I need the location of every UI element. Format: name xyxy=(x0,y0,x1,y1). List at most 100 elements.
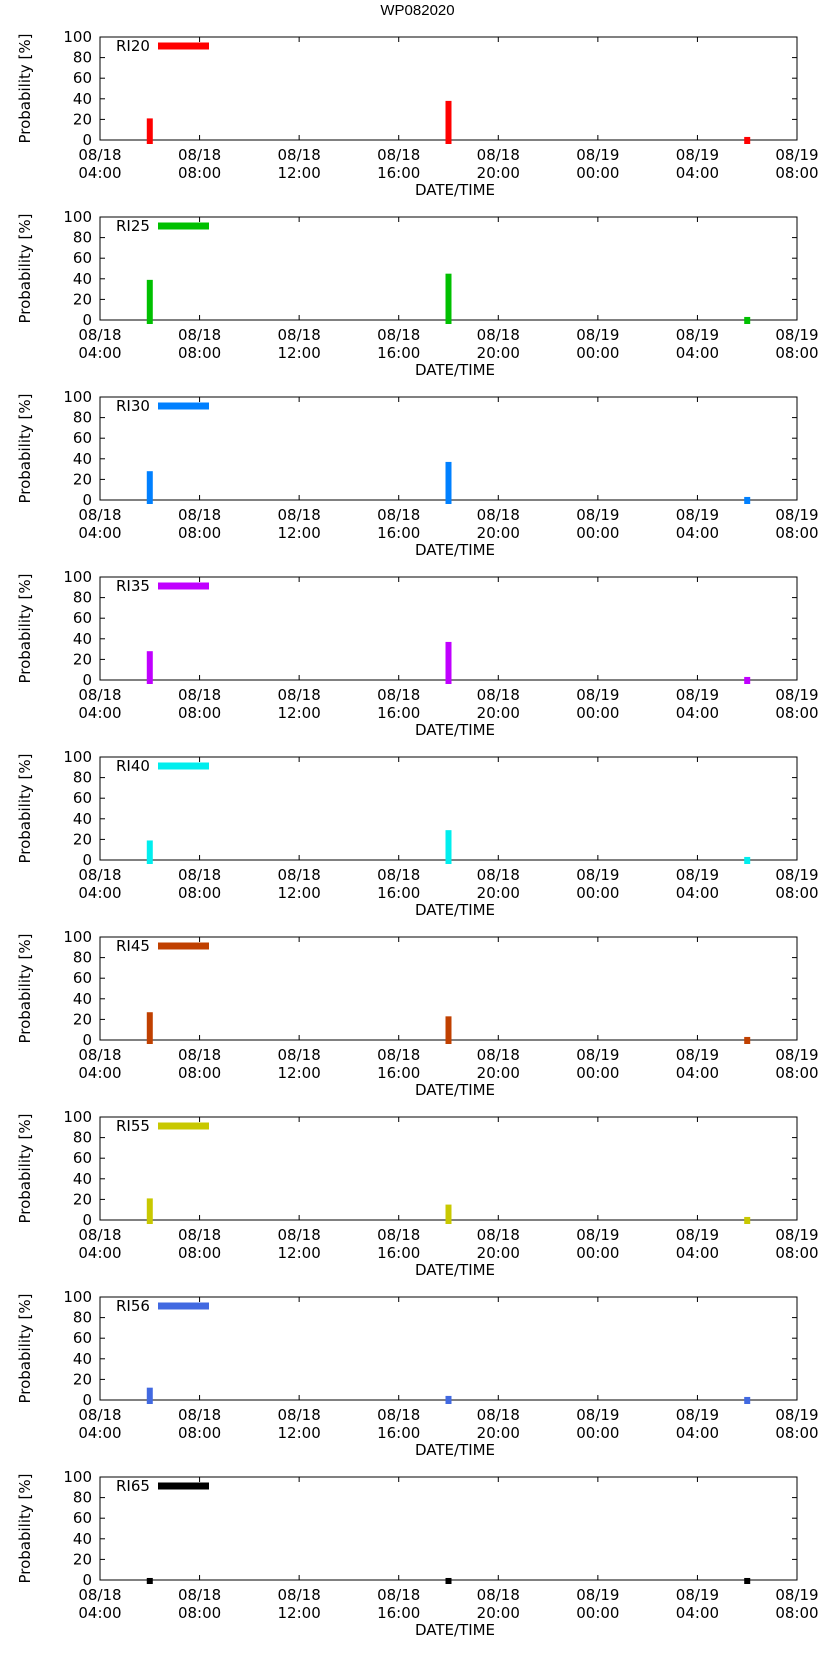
x-tick-label: 20:00 xyxy=(477,164,520,182)
x-tick-label: 08/19 xyxy=(576,506,619,524)
y-axis-label: Probability [%] xyxy=(16,573,34,683)
x-tick-label: 08/18 xyxy=(477,506,520,524)
x-tick-label: 12:00 xyxy=(278,1244,321,1262)
x-tick-label: 08/18 xyxy=(477,866,520,884)
x-tick-label: 08:00 xyxy=(178,344,221,362)
x-tick-label: 08:00 xyxy=(178,1244,221,1262)
legend-label: RI20 xyxy=(116,37,150,55)
x-tick-label: 08/18 xyxy=(178,1046,221,1064)
x-tick-label: 00:00 xyxy=(576,1244,619,1262)
x-tick-label: 08/18 xyxy=(278,1226,321,1244)
x-tick-label: 12:00 xyxy=(278,1424,321,1442)
legend-label: RI35 xyxy=(116,577,150,595)
x-tick-label: 08/18 xyxy=(278,1046,321,1064)
y-tick-label: 40 xyxy=(73,90,92,108)
x-tick-label: 08:00 xyxy=(775,524,818,542)
bar xyxy=(146,1012,153,1044)
y-tick-label: 80 xyxy=(73,589,92,607)
panel-ri35: 02040608010008/1804:0008/1808:0008/1812:… xyxy=(16,568,819,739)
legend-label: RI56 xyxy=(116,1297,150,1315)
x-tick-label: 08/18 xyxy=(278,146,321,164)
y-tick-label: 20 xyxy=(73,1010,92,1028)
plot-frame xyxy=(99,1476,798,1581)
x-tick-label: 08/18 xyxy=(377,866,420,884)
x-tick-label: 04:00 xyxy=(78,884,121,902)
x-axis-label: DATE/TIME xyxy=(415,721,495,739)
bar xyxy=(445,1577,452,1584)
bar xyxy=(744,1036,751,1044)
y-tick-label: 80 xyxy=(73,409,92,427)
x-axis-label: DATE/TIME xyxy=(415,901,495,919)
x-tick-label: 08/19 xyxy=(676,1226,719,1244)
x-tick-label: 08/18 xyxy=(377,1586,420,1604)
x-tick-label: 08/19 xyxy=(775,686,818,704)
y-tick-label: 60 xyxy=(73,69,92,87)
panel-ri45: 02040608010008/1804:0008/1808:0008/1812:… xyxy=(16,928,819,1099)
x-tick-label: 08/19 xyxy=(775,1046,818,1064)
y-tick-label: 80 xyxy=(73,1309,92,1327)
y-tick-label: 40 xyxy=(73,630,92,648)
x-tick-label: 16:00 xyxy=(377,1604,420,1622)
x-tick-label: 12:00 xyxy=(278,344,321,362)
y-tick-label: 0 xyxy=(82,311,92,329)
x-axis-label: DATE/TIME xyxy=(415,181,495,199)
y-tick-label: 60 xyxy=(73,1509,92,1527)
y-tick-label: 100 xyxy=(63,928,92,946)
x-tick-label: 08/19 xyxy=(576,866,619,884)
y-tick-label: 100 xyxy=(63,568,92,586)
y-tick-label: 60 xyxy=(73,1149,92,1167)
legend-label: RI25 xyxy=(116,217,150,235)
y-axis-label: Probability [%] xyxy=(16,1473,34,1583)
x-tick-label: 08/18 xyxy=(178,506,221,524)
x-axis-label: DATE/TIME xyxy=(415,1261,495,1279)
y-axis-label: Probability [%] xyxy=(16,213,34,323)
y-tick-label: 100 xyxy=(63,208,92,226)
x-tick-label: 08:00 xyxy=(775,1424,818,1442)
legend-label: RI45 xyxy=(116,937,150,955)
x-tick-label: 08/18 xyxy=(78,146,121,164)
x-tick-label: 08/18 xyxy=(78,506,121,524)
y-tick-label: 40 xyxy=(73,1170,92,1188)
y-axis-label: Probability [%] xyxy=(16,1293,34,1403)
legend-label: RI65 xyxy=(116,1477,150,1495)
x-tick-label: 08/18 xyxy=(278,506,321,524)
x-tick-label: 08:00 xyxy=(178,704,221,722)
legend-label: RI30 xyxy=(116,397,150,415)
x-tick-label: 08/18 xyxy=(278,1586,321,1604)
x-tick-label: 08/19 xyxy=(676,1586,719,1604)
bar xyxy=(445,100,452,144)
x-tick-label: 08/19 xyxy=(676,1406,719,1424)
x-tick-label: 08/18 xyxy=(377,146,420,164)
x-axis-label: DATE/TIME xyxy=(415,361,495,379)
y-tick-label: 20 xyxy=(73,290,92,308)
x-tick-label: 16:00 xyxy=(377,1424,420,1442)
x-tick-label: 12:00 xyxy=(278,1604,321,1622)
x-tick-label: 08/18 xyxy=(477,146,520,164)
x-tick-label: 08/18 xyxy=(278,866,321,884)
x-tick-label: 16:00 xyxy=(377,1244,420,1262)
panel-ri25: 02040608010008/1804:0008/1808:0008/1812:… xyxy=(16,208,819,379)
x-tick-label: 04:00 xyxy=(676,884,719,902)
bar xyxy=(146,471,153,504)
bar xyxy=(146,1198,153,1224)
x-tick-label: 08:00 xyxy=(775,344,818,362)
x-tick-label: 08:00 xyxy=(178,1424,221,1442)
bar xyxy=(146,118,153,144)
figure-title: WP082020 xyxy=(380,2,455,19)
x-tick-label: 08:00 xyxy=(775,164,818,182)
x-tick-label: 04:00 xyxy=(78,1424,121,1442)
x-tick-label: 20:00 xyxy=(477,524,520,542)
y-tick-label: 80 xyxy=(73,769,92,787)
x-tick-label: 12:00 xyxy=(278,704,321,722)
x-tick-label: 08/18 xyxy=(278,1406,321,1424)
x-tick-label: 20:00 xyxy=(477,344,520,362)
x-tick-label: 08/19 xyxy=(576,1586,619,1604)
x-tick-label: 08:00 xyxy=(178,1604,221,1622)
y-tick-label: 40 xyxy=(73,1350,92,1368)
x-tick-label: 08/19 xyxy=(576,1226,619,1244)
x-tick-label: 08/18 xyxy=(178,146,221,164)
y-axis-label: Probability [%] xyxy=(16,753,34,863)
x-tick-label: 08/18 xyxy=(178,1406,221,1424)
bar xyxy=(146,1387,153,1404)
x-tick-label: 20:00 xyxy=(477,1424,520,1442)
